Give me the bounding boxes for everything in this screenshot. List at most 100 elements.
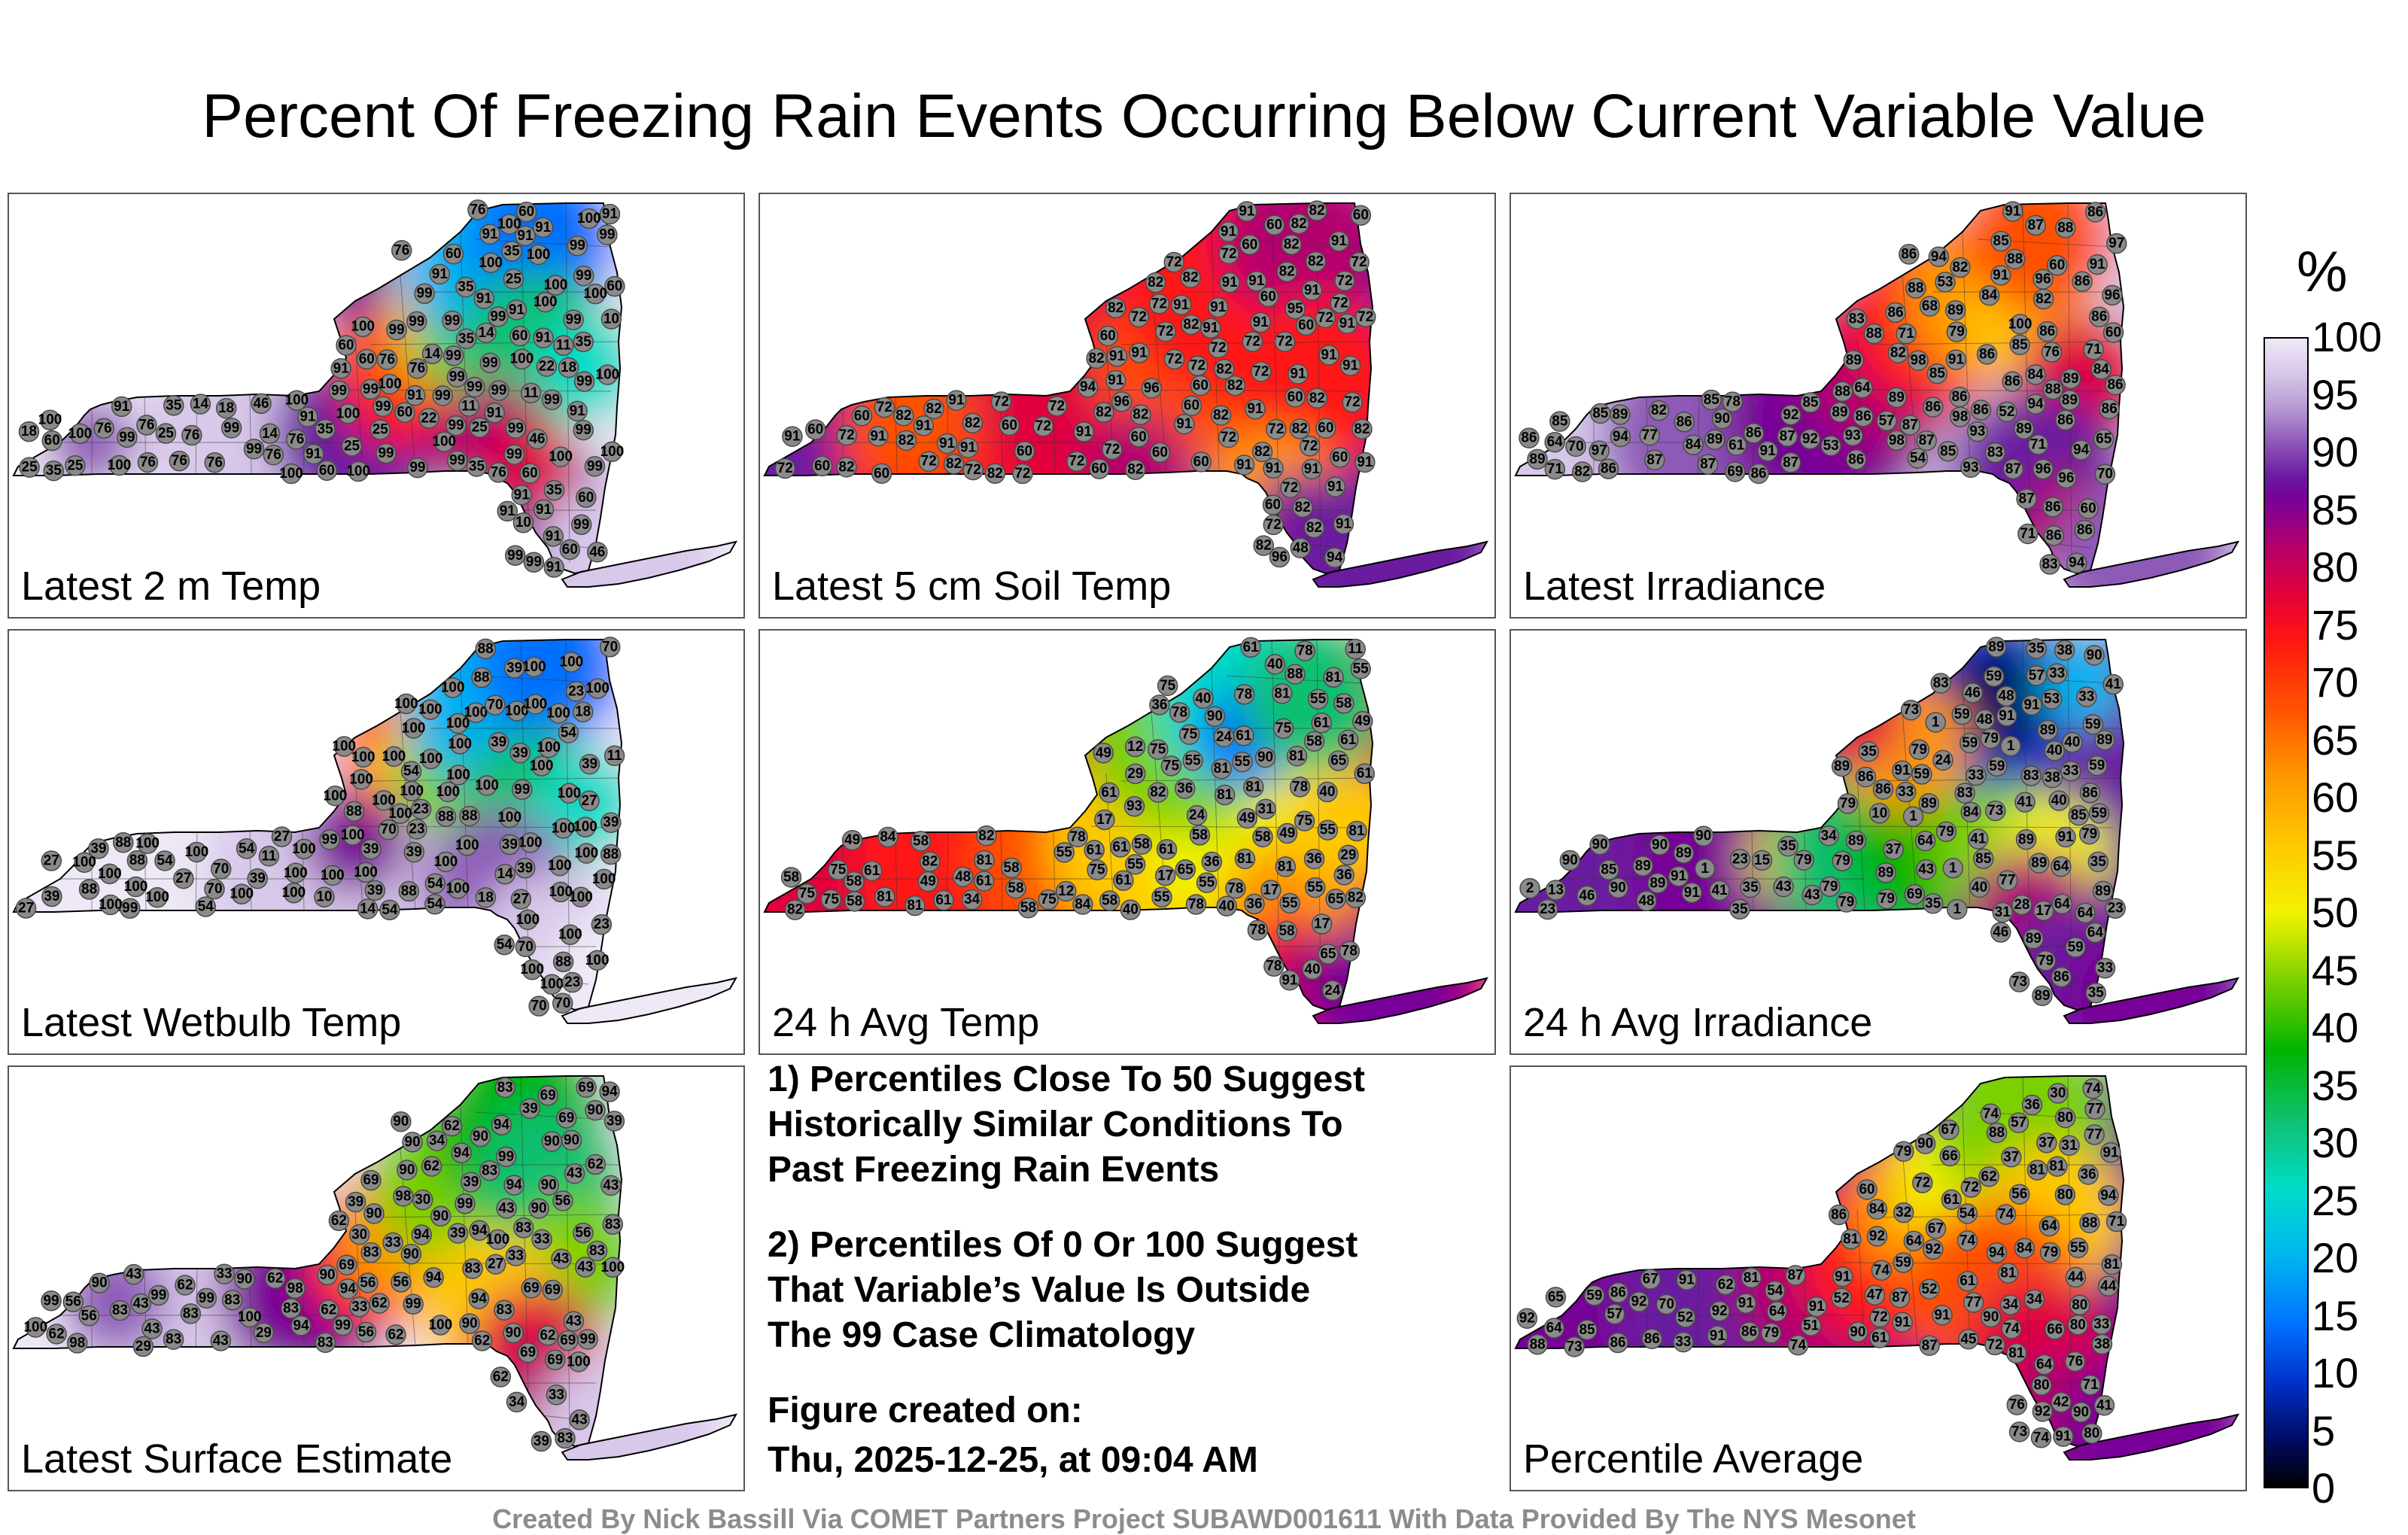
station-marker: 99 (375, 442, 397, 464)
station-marker: 58 (844, 871, 865, 892)
station-marker: 61 (1156, 839, 1178, 860)
station-value: 35 (1861, 743, 1877, 759)
station-marker: 25 (155, 423, 177, 444)
station-value: 52 (1677, 1309, 1693, 1325)
station-value: 40 (2051, 793, 2067, 809)
station-value: 62 (372, 1296, 388, 1312)
station-value: 72 (1104, 442, 1120, 457)
station-value: 55 (1127, 856, 1144, 872)
station-marker: 48 (1974, 709, 1996, 731)
station-marker: 87 (2025, 214, 2046, 236)
station-value: 99 (449, 369, 465, 385)
station-value: 83 (112, 1302, 128, 1318)
station-value: 91 (1247, 401, 1263, 417)
station-marker: 91 (429, 263, 451, 285)
station-marker: 27 (15, 898, 37, 919)
ny-state-map: 8291728291728291826072948291728260729182… (763, 200, 1489, 588)
station-marker: 85 (1937, 441, 1959, 462)
station-value: 91 (1679, 1272, 1695, 1288)
station-marker: 91 (497, 500, 518, 522)
station-marker: 57 (1604, 1303, 1625, 1325)
station-value: 82 (1284, 237, 1300, 253)
station-marker: 83 (180, 1303, 202, 1324)
station-marker: 86 (1519, 427, 1540, 448)
station-value: 91 (1282, 972, 1298, 988)
station-marker: 82 (1887, 342, 1909, 363)
station-value: 91 (1210, 299, 1227, 315)
station-marker: 100 (573, 816, 597, 837)
station-value: 60 (1193, 378, 1209, 394)
station-value: 43 (566, 1314, 582, 1330)
station-marker: 53 (1820, 435, 1841, 457)
station-value: 76 (266, 447, 281, 463)
station-value: 92 (1519, 1311, 1535, 1327)
station-value: 71 (2020, 526, 2036, 542)
station-marker: 96 (1111, 391, 1133, 412)
station-value: 39 (582, 756, 597, 772)
station-value: 89 (1988, 640, 2004, 655)
figure-created-label: Figure created on: (768, 1391, 1083, 1430)
station-marker: 76 (169, 450, 190, 472)
station-value: 36 (1246, 896, 1262, 912)
station-value: 100 (349, 771, 373, 787)
station-marker: 71 (2105, 1211, 2127, 1233)
station-marker: 59 (1584, 1285, 1605, 1306)
station-value: 81 (1744, 1270, 1760, 1286)
station-value: 89 (1846, 352, 1862, 368)
station-marker: 54 (236, 838, 257, 859)
station-value: 58 (1134, 837, 1150, 853)
station-marker: 85 (2009, 334, 2030, 356)
station-value: 61 (1112, 839, 1129, 855)
station-marker: 91 (2021, 695, 2042, 716)
station-marker: 78 (1722, 391, 1744, 412)
station-marker: 60 (999, 415, 1020, 436)
station-marker: 35 (466, 456, 488, 477)
station-marker: 71 (2083, 339, 2104, 360)
station-marker: 27 (510, 889, 532, 910)
station-value: 90 (587, 1102, 603, 1118)
station-value: 36 (2024, 1097, 2040, 1113)
station-value: 87 (1783, 454, 1798, 470)
station-marker: 46 (1990, 922, 2011, 943)
long-island-outline (1312, 540, 1489, 588)
station-marker: 55 (1307, 688, 1329, 710)
station-marker: 91 (506, 299, 528, 321)
station-marker: 100 (99, 894, 123, 916)
station-value: 88 (1866, 326, 1882, 342)
station-value: 61 (1314, 715, 1330, 731)
station-marker: 60 (871, 463, 892, 485)
station-value: 91 (1331, 233, 1348, 249)
station-value: 45 (1960, 1331, 1977, 1347)
station-marker: 78 (1067, 826, 1088, 848)
station-value: 23 (409, 821, 424, 837)
station-marker: 60 (41, 430, 62, 451)
station-value: 82 (1952, 260, 1968, 275)
station-value: 17 (1263, 882, 1278, 898)
station-value: 91 (1222, 275, 1239, 290)
station-marker: 56 (2008, 1184, 2030, 1205)
station-value: 25 (158, 426, 175, 442)
station-marker: 91 (1170, 294, 1192, 316)
station-marker: 65 (2093, 428, 2115, 450)
station-marker: 72 (918, 451, 939, 472)
station-value: 65 (2096, 431, 2112, 447)
station-value: 99 (599, 227, 615, 243)
station-value: 43 (567, 1166, 582, 1181)
station-value: 60 (1266, 217, 1282, 233)
station-value: 43 (603, 1178, 619, 1193)
station-value: 86 (2107, 377, 2123, 393)
station-marker: 58 (1252, 826, 1273, 848)
station-marker: 36 (1201, 851, 1223, 873)
station-value: 48 (1638, 893, 1654, 909)
station-marker: 85 (1701, 389, 1722, 411)
station-marker: 60 (515, 201, 537, 223)
station-value: 86 (1925, 400, 1941, 415)
station-marker: 76 (181, 424, 202, 446)
station-marker: 31 (2059, 1135, 2080, 1157)
station-value: 62 (321, 1302, 336, 1318)
station-value: 90 (236, 1272, 252, 1287)
station-marker: 86 (1641, 1328, 1663, 1350)
station-marker: 35 (1777, 835, 1798, 857)
station-marker: 14 (190, 394, 211, 415)
station-marker: 82 (1292, 497, 1313, 518)
